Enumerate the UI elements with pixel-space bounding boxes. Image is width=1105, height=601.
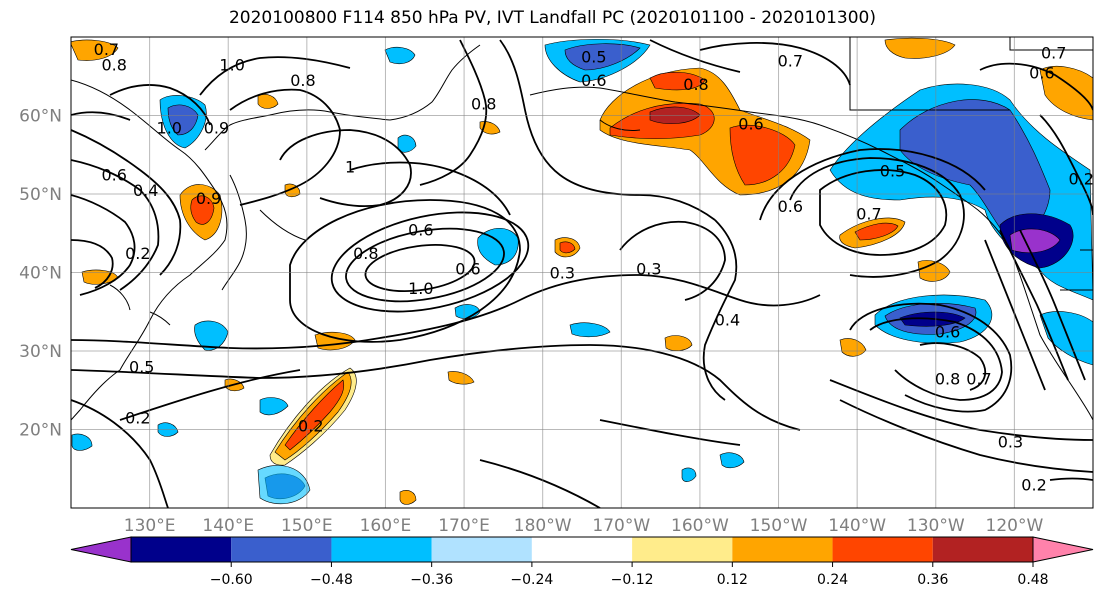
contour-label: 0.2 bbox=[125, 409, 150, 428]
lat-tick-label: 60°N bbox=[19, 107, 62, 127]
colorbar-segment bbox=[231, 537, 332, 562]
lon-tick-label: 150°W bbox=[750, 516, 808, 536]
contour-label: 0.2 bbox=[1068, 169, 1093, 188]
lat-tick-label: 30°N bbox=[19, 342, 62, 362]
contour-label: 0.4 bbox=[715, 311, 740, 330]
colorbar-tick-label: −0.60 bbox=[210, 572, 253, 588]
latitude-tick-labels: 20°N 30°N 40°N 50°N 60°N bbox=[19, 107, 62, 441]
colorbar-tick-label: 0.24 bbox=[817, 572, 848, 588]
contour-label: 0.3 bbox=[636, 260, 661, 279]
contour-label: 1.0 bbox=[408, 279, 433, 298]
colorbar-segment bbox=[632, 537, 733, 562]
contour-label: 0.7 bbox=[94, 40, 119, 59]
lon-tick-label: 130°E bbox=[124, 516, 176, 536]
lon-tick-label: 150°E bbox=[281, 516, 333, 536]
contour-label: 0.7 bbox=[778, 52, 803, 71]
contour-label: 0.6 bbox=[1029, 63, 1054, 82]
contour-label: 0.8 bbox=[353, 244, 378, 263]
contour-label: 0.3 bbox=[998, 432, 1023, 451]
contour-label: 0.8 bbox=[683, 75, 708, 94]
colorbar: −0.60 −0.48 −0.36 −0.24 −0.12 0.12 0.24 0.36 0.4… bbox=[70, 536, 1094, 588]
colorbar-frame bbox=[130, 536, 1034, 563]
colorbar-segment bbox=[732, 537, 833, 562]
contour-label: 0.6 bbox=[102, 165, 127, 184]
colorbar-tick-label: 0.36 bbox=[917, 572, 948, 588]
contour-label: 0.6 bbox=[408, 220, 433, 239]
contour-label: 0.5 bbox=[880, 161, 905, 180]
lon-tick-label: 120°W bbox=[986, 516, 1044, 536]
contour-label: 0.5 bbox=[129, 358, 154, 377]
contour-label: 0.6 bbox=[738, 114, 763, 133]
contour-label: 0.2 bbox=[1021, 475, 1046, 494]
colorbar-segment bbox=[131, 537, 232, 562]
longitude-tick-labels: 130°E 140°E 150°E 160°E 170°E 180°W 170°W 160°W… bbox=[124, 516, 1044, 536]
lon-tick-label: 140°W bbox=[828, 516, 886, 536]
contour-label: 0.9 bbox=[196, 189, 221, 208]
map-title: 2020100800 F114 850 hPa PV, IVT Landfall… bbox=[228, 8, 876, 28]
map-frame bbox=[70, 36, 1094, 509]
colorbar-segment bbox=[832, 537, 933, 562]
contour-label: 0.8 bbox=[290, 71, 315, 90]
contour-label: 0.6 bbox=[935, 322, 960, 341]
colorbar-extend-high bbox=[1032, 536, 1094, 563]
contour-label: 0.9 bbox=[204, 118, 229, 137]
lat-tick-label: 40°N bbox=[19, 264, 62, 284]
colorbar-segment bbox=[932, 537, 1033, 562]
lon-tick-label: 140°E bbox=[202, 516, 254, 536]
pv-contours bbox=[71, 39, 1093, 508]
coastlines bbox=[71, 37, 1093, 421]
contour-label: 0.8 bbox=[935, 369, 960, 388]
lon-tick-label: 160°W bbox=[671, 516, 729, 536]
colorbar-segment bbox=[331, 537, 432, 562]
contour-label: 0.7 bbox=[1041, 44, 1066, 63]
map-gridlines bbox=[71, 37, 1093, 508]
colorbar-tick-label: −0.36 bbox=[410, 572, 453, 588]
lon-tick-label: 160°E bbox=[360, 516, 412, 536]
lat-tick-label: 50°N bbox=[19, 185, 62, 205]
contour-label: 0.8 bbox=[471, 95, 496, 114]
contour-label: 1 bbox=[345, 158, 355, 177]
contour-label: 0.6 bbox=[778, 197, 803, 216]
contour-label: 0.7 bbox=[966, 369, 991, 388]
contour-label: 0.7 bbox=[856, 205, 881, 224]
contour-label: 1.0 bbox=[157, 118, 182, 137]
lon-tick-label: 170°E bbox=[438, 516, 490, 536]
lon-tick-label: 130°W bbox=[907, 516, 965, 536]
contour-labels: 0.70.8 1.00.80.81.0 0.90.60.410.90.20.60.8… bbox=[94, 40, 1093, 495]
contour-label: 1.0 bbox=[219, 55, 244, 74]
colorbar-tick-label: 0.12 bbox=[717, 572, 748, 588]
lon-tick-label: 180°W bbox=[514, 516, 572, 536]
contour-label: 0.2 bbox=[298, 417, 323, 436]
colorbar-segment bbox=[531, 537, 633, 562]
colorbar-tick-label: −0.48 bbox=[310, 572, 353, 588]
colorbar-tick-label: −0.24 bbox=[510, 572, 553, 588]
colorbar-tick-label: −0.12 bbox=[611, 572, 654, 588]
colorbar-extend-low bbox=[70, 536, 132, 563]
contour-label: 0.4 bbox=[133, 181, 158, 200]
contour-label: 0.6 bbox=[581, 71, 606, 90]
lon-tick-label: 170°W bbox=[592, 516, 650, 536]
map-plot-area: 0.70.8 1.00.80.81.0 0.90.60.410.90.20.60.8… bbox=[71, 37, 1093, 508]
contour-label: 0.8 bbox=[102, 55, 127, 74]
lat-tick-label: 20°N bbox=[19, 421, 62, 441]
contour-label: 0.3 bbox=[550, 264, 575, 283]
colorbar-tick-label: 0.48 bbox=[1017, 572, 1048, 588]
colorbar-segment bbox=[431, 537, 532, 562]
contour-label: 0.6 bbox=[455, 260, 480, 279]
contour-label: 0.2 bbox=[125, 244, 150, 263]
contour-label: 0.5 bbox=[581, 48, 606, 67]
